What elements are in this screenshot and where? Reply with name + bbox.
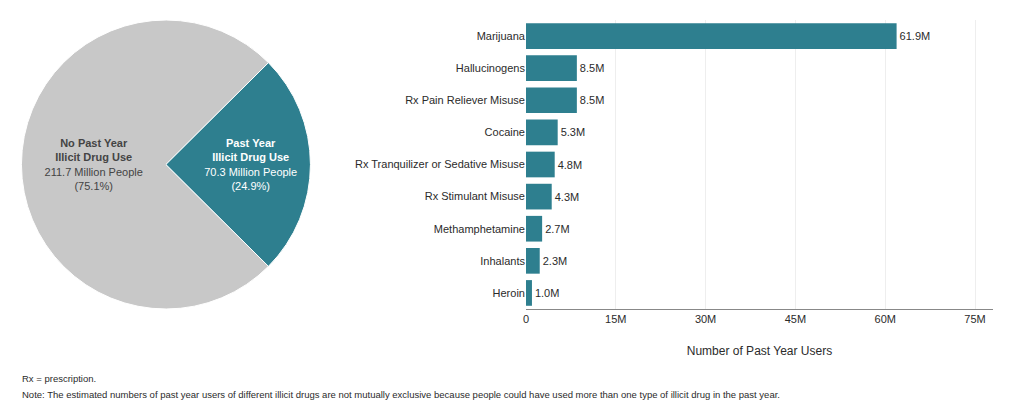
svg-text:Rx Tranquilizer or Sedative Mi: Rx Tranquilizer or Sedative Misuse <box>355 158 525 170</box>
svg-text:4.3M: 4.3M <box>555 191 579 203</box>
svg-text:4.8M: 4.8M <box>558 159 582 171</box>
svg-text:0: 0 <box>523 313 529 325</box>
svg-text:60M: 60M <box>875 313 896 325</box>
svg-text:2.3M: 2.3M <box>543 255 567 267</box>
svg-text:Heroin: Heroin <box>493 287 525 299</box>
svg-text:Marijuana: Marijuana <box>477 30 526 42</box>
svg-text:8.5M: 8.5M <box>580 62 604 74</box>
svg-text:45M: 45M <box>785 313 806 325</box>
svg-text:Rx Pain Reliever Misuse: Rx Pain Reliever Misuse <box>405 94 525 106</box>
svg-text:Cocaine: Cocaine <box>485 126 525 138</box>
svg-text:30M: 30M <box>695 313 716 325</box>
svg-text:75M: 75M <box>964 313 985 325</box>
svg-text:Past YearIllicit Drug Use70.3: Past YearIllicit Drug Use70.3 Million Pe… <box>204 137 297 192</box>
svg-text:Rx = prescription.: Rx = prescription. <box>22 373 96 384</box>
svg-text:61.9M: 61.9M <box>900 30 931 42</box>
svg-text:8.5M: 8.5M <box>580 94 604 106</box>
svg-text:Rx Stimulant Misuse: Rx Stimulant Misuse <box>425 190 525 202</box>
svg-text:No Past YearIllicit Drug Use21: No Past YearIllicit Drug Use211.7 Millio… <box>45 137 143 192</box>
svg-text:Inhalants: Inhalants <box>480 255 525 267</box>
svg-text:1.0M: 1.0M <box>535 287 559 299</box>
svg-text:Hallucinogens: Hallucinogens <box>456 62 526 74</box>
svg-text:Methamphetamine: Methamphetamine <box>434 223 525 235</box>
svg-text:15M: 15M <box>605 313 626 325</box>
svg-text:Note: The estimated numbers of: Note: The estimated numbers of past year… <box>22 389 780 400</box>
svg-text:Number of Past Year Users: Number of Past Year Users <box>687 344 832 358</box>
svg-text:2.7M: 2.7M <box>545 223 569 235</box>
svg-text:5.3M: 5.3M <box>561 126 585 138</box>
